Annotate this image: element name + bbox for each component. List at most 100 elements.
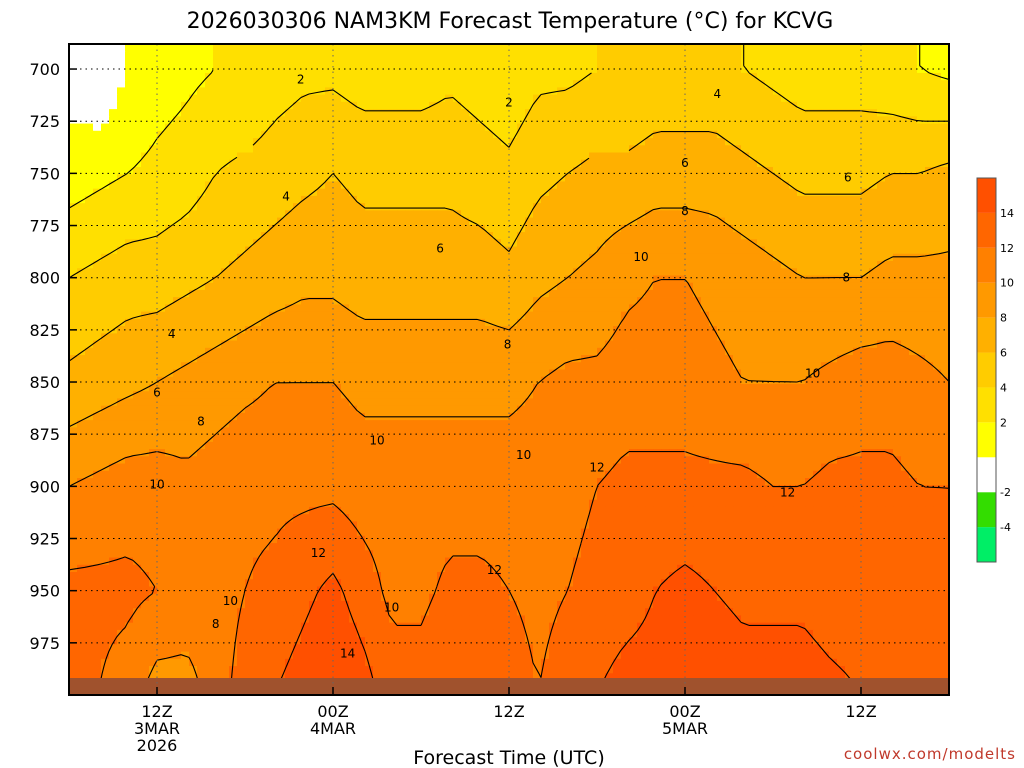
temperature-cell <box>677 297 686 305</box>
temperature-cell <box>821 217 830 226</box>
temperature-cell <box>629 145 638 154</box>
temperature-cell <box>365 109 374 117</box>
temperature-cell <box>445 58 454 67</box>
temperature-cell <box>389 181 398 190</box>
temperature-cell <box>405 318 414 327</box>
temperature-cell <box>173 224 182 233</box>
temperature-cell <box>141 145 150 154</box>
temperature-cell <box>605 289 614 298</box>
temperature-cell <box>717 101 726 110</box>
temperature-cell <box>373 80 382 88</box>
temperature-cell <box>869 210 878 219</box>
temperature-cell <box>933 116 942 125</box>
temperature-cell <box>685 232 694 240</box>
temperature-cell <box>893 289 902 298</box>
temperature-cell <box>405 181 414 190</box>
temperature-cell <box>597 275 606 284</box>
temperature-cell <box>789 123 798 132</box>
temperature-cell <box>653 304 662 313</box>
temperature-cell <box>693 289 702 298</box>
temperature-cell <box>517 195 526 204</box>
temperature-cell <box>581 58 590 67</box>
temperature-cell <box>797 355 806 363</box>
temperature-cell <box>725 87 734 96</box>
temperature-cell <box>821 109 830 117</box>
temperature-cell <box>829 65 838 74</box>
temperature-cell <box>677 318 686 327</box>
temperature-cell <box>445 304 454 313</box>
temperature-cell <box>509 275 518 284</box>
temperature-cell <box>301 109 310 117</box>
temperature-cell <box>509 145 518 154</box>
temperature-cell <box>581 217 590 226</box>
temperature-cell <box>221 152 230 161</box>
temperature-cell <box>501 116 510 125</box>
temperature-cell <box>253 94 262 103</box>
temperature-cell <box>885 195 894 204</box>
temperature-cell <box>101 347 110 356</box>
temperature-cell <box>501 166 510 175</box>
temperature-cell <box>261 224 270 233</box>
temperature-cell <box>813 268 822 277</box>
temperature-cell <box>133 253 142 262</box>
temperature-cell <box>733 166 742 175</box>
temperature-cell <box>157 145 166 154</box>
temperature-cell <box>357 297 366 305</box>
temperature-cell <box>189 239 198 248</box>
temperature-cell <box>437 318 446 327</box>
temperature-cell <box>541 195 550 204</box>
temperature-cell <box>597 217 606 226</box>
temperature-cell <box>109 340 118 349</box>
temperature-cell <box>853 362 862 371</box>
temperature-cell <box>493 253 502 262</box>
temperature-cell <box>445 109 454 117</box>
temperature-cell <box>525 159 534 168</box>
temperature-cell <box>341 101 350 110</box>
temperature-cell <box>669 232 678 240</box>
temperature-cell <box>733 333 742 342</box>
temperature-cell <box>669 268 678 277</box>
temperature-cell <box>461 80 470 88</box>
temperature-cell <box>733 311 742 320</box>
temperature-cell <box>453 210 462 219</box>
temperature-cell <box>469 116 478 125</box>
temperature-cell <box>405 326 414 334</box>
temperature-cell <box>653 51 662 60</box>
temperature-cell <box>701 224 710 233</box>
temperature-cell <box>765 297 774 305</box>
temperature-cell <box>525 123 534 132</box>
temperature-cell <box>757 362 766 371</box>
temperature-cell <box>509 130 518 139</box>
temperature-cell <box>917 355 926 363</box>
temperature-cell <box>469 275 478 284</box>
temperature-cell <box>205 101 214 110</box>
temperature-cell <box>629 239 638 248</box>
temperature-cell <box>365 340 374 349</box>
temperature-cell <box>85 188 94 197</box>
temperature-cell <box>589 347 598 356</box>
temperature-cell <box>637 289 646 298</box>
temperature-cell <box>933 246 942 255</box>
temperature-cell <box>493 362 502 371</box>
temperature-cell <box>533 340 542 349</box>
temperature-cell <box>357 174 366 183</box>
temperature-cell <box>245 318 254 327</box>
temperature-cell <box>373 217 382 226</box>
temperature-cell <box>429 232 438 240</box>
temperature-cell <box>797 362 806 371</box>
temperature-cell <box>485 58 494 67</box>
temperature-cell <box>685 268 694 277</box>
temperature-cell <box>165 268 174 277</box>
temperature-cell <box>397 188 406 197</box>
temperature-cell <box>597 261 606 269</box>
temperature-cell <box>789 311 798 320</box>
temperature-cell <box>749 261 758 269</box>
temperature-cell <box>893 326 902 334</box>
temperature-cell <box>741 123 750 132</box>
temperature-cell <box>837 340 846 349</box>
temperature-cell <box>221 347 230 356</box>
temperature-cell <box>173 166 182 175</box>
temperature-cell <box>605 174 614 183</box>
temperature-cell <box>245 362 254 371</box>
temperature-cell <box>93 333 102 342</box>
